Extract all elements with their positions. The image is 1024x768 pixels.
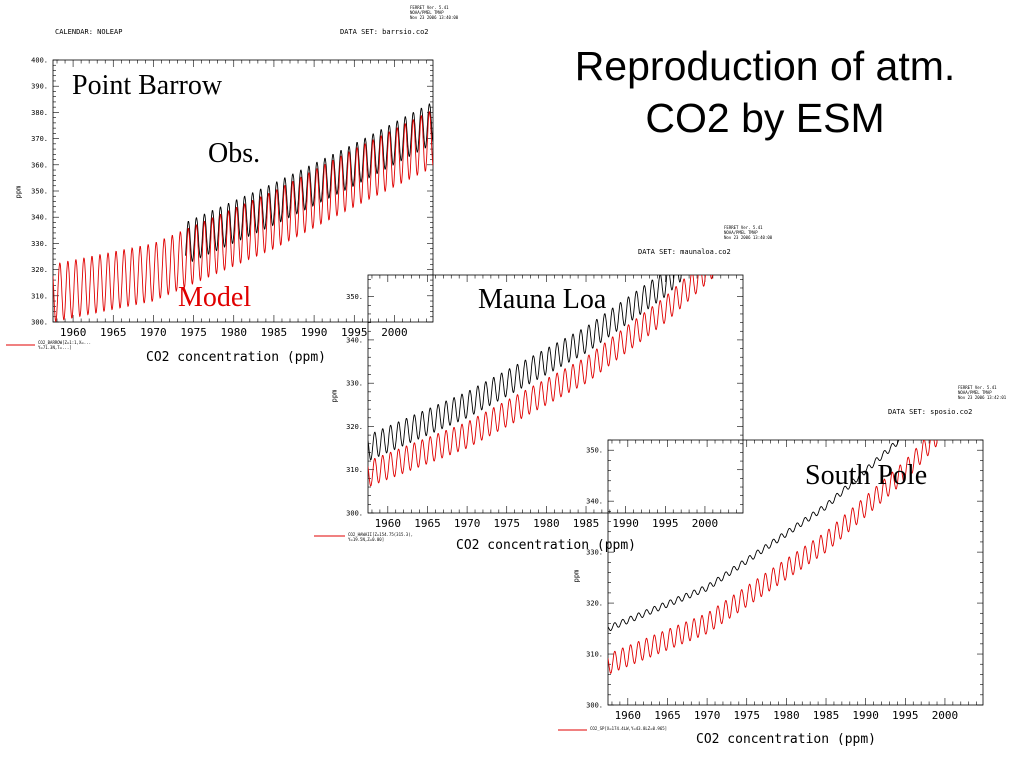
x-axis-label: CO2 concentration (ppm)	[146, 350, 327, 365]
x-tick-label: 1985	[813, 709, 840, 722]
y-tick-label: 330.	[346, 380, 363, 388]
y-tick-label: 300.	[586, 702, 603, 710]
model-series-line	[53, 111, 433, 322]
y-tick-label: 310.	[346, 466, 363, 474]
y-tick-label: 340.	[31, 214, 48, 222]
x-tick-label: 1965	[100, 326, 127, 339]
y-tick-label: 340.	[586, 498, 603, 506]
y-tick-label: 330.	[586, 549, 603, 557]
chart-panel-south-pole: FERRET Ver. 5.41 NOAA/PMEL TMAP Nov 23 200…	[550, 380, 1024, 768]
y-tick-label: 320.	[31, 266, 48, 274]
obs-series-line	[185, 103, 433, 263]
x-tick-label: 1965	[654, 709, 681, 722]
x-tick-label: 1980	[221, 326, 248, 339]
y-tick-label: 320.	[586, 600, 603, 608]
slide-title: Reproduction of atm. CO2 by ESM	[520, 40, 1010, 144]
y-tick-label: 300.	[31, 319, 48, 327]
obs-annotation: Obs.	[208, 138, 261, 169]
dataset-label: DATA SET: maunaloa.co2	[638, 248, 731, 256]
x-tick-label: 2000	[932, 709, 959, 722]
legend-text: CO2_HAWAII[Z=154.75(315.3), Y=19.5N,Z=0.0…	[348, 532, 414, 542]
x-tick-label: 1980	[533, 517, 560, 530]
y-tick-label: 400.	[31, 57, 48, 65]
x-tick-label: 1960	[60, 326, 87, 339]
site-label: South Pole	[805, 460, 928, 491]
legend-text: CO2_BARROW[Z=1:1,X=... Y=71.3N,T=...]	[38, 340, 91, 350]
y-tick-label: 310.	[586, 651, 603, 659]
x-tick-label: 1990	[852, 709, 879, 722]
x-tick-label: 1995	[341, 326, 368, 339]
y-tick-label: 330.	[31, 240, 48, 248]
chart-panel-mauna-loa: FERRET Ver. 5.41 NOAA/PMEL TMAP Nov 23 200…	[300, 220, 780, 560]
legend-text: CO2_SP[X=174.4LW,Y=43.8LZ=0.965]	[590, 726, 668, 731]
x-tick-label: 1975	[733, 709, 760, 722]
ferret-stamp: FERRET Ver. 5.41 NOAA/PMEL TMAP Nov 23 200…	[958, 385, 1007, 400]
obs-series-line	[608, 440, 900, 631]
chart-svg-south-pole: 1960 1965 1970 1975 1980 1985 1990 1995 2000 300.…	[558, 439, 984, 731]
x-tick-label: 1985	[573, 517, 600, 530]
x-tick-label: 1975	[493, 517, 520, 530]
obs-series-line	[368, 275, 682, 461]
x-tick-label: 1985	[261, 326, 288, 339]
x-tick-label: 1975	[180, 326, 207, 339]
model-series-line	[608, 440, 938, 674]
x-tick-label: 2000	[381, 326, 408, 339]
model-annotation: Model	[178, 282, 252, 313]
x-tick-label: 2000	[692, 517, 719, 530]
calendar-label: CALENDAR: NOLEAP	[55, 28, 123, 36]
plot-frame	[367, 274, 744, 514]
chart-svg-barrow: 1960 1965 1970 1975 1980 1985 1990 1995 2000 300.…	[6, 57, 434, 346]
y-tick-label: 350.	[586, 447, 603, 455]
x-tick-label: 1970	[454, 517, 481, 530]
x-tick-label: 1990	[301, 326, 328, 339]
y-tick-label: 370.	[31, 135, 48, 143]
dataset-label: DATA SET: sposio.co2	[888, 408, 973, 416]
slide-title-line-1: Reproduction of atm.	[574, 43, 956, 89]
x-tick-label: 1980	[773, 709, 800, 722]
y-tick-label: 390.	[31, 83, 48, 91]
x-axis-label: CO2 concentration (ppm)	[456, 538, 637, 553]
y-tick-label: 380.	[31, 109, 48, 117]
dataset-label: DATA SET: barrsio.co2	[340, 28, 429, 36]
x-tick-label: 1990	[612, 517, 639, 530]
y-axis-label: ppm	[330, 389, 339, 403]
y-tick-label: 300.	[346, 510, 363, 518]
x-axis-label: CO2 concentration (ppm)	[696, 732, 877, 747]
y-axis-label: ppm	[572, 569, 581, 583]
x-tick-label: 1995	[892, 709, 919, 722]
chart-panel-barrow: FERRET Ver. 5.41 NOAA/PMEL TMAP Nov 23 200…	[0, 0, 470, 380]
y-tick-label: 340.	[346, 336, 363, 344]
chart-svg-mauna-loa: 1960 1965 1970 1975 1980 1985 1990 1995 2000 300.…	[314, 274, 744, 537]
x-tick-label: 1995	[652, 517, 679, 530]
y-tick-label: 310.	[31, 292, 48, 300]
x-tick-label: 1960	[615, 709, 642, 722]
y-tick-label: 350.	[31, 188, 48, 196]
ferret-stamp: FERRET Ver. 5.41 NOAA/PMEL TMAP Nov 23 200…	[724, 225, 773, 240]
y-tick-label: 360.	[31, 161, 48, 169]
x-tick-label: 1965	[414, 517, 441, 530]
y-axis-label: ppm	[14, 185, 23, 199]
y-tick-label: 350.	[346, 293, 363, 301]
slide-title-line-2: CO2 by ESM	[645, 95, 885, 141]
ferret-stamp: FERRET Ver. 5.41 NOAA/PMEL TMAP Nov 23 200…	[410, 5, 459, 20]
model-series-line	[368, 275, 713, 487]
site-label: Mauna Loa	[478, 284, 607, 315]
y-tick-label: 320.	[346, 423, 363, 431]
x-tick-label: 1970	[140, 326, 167, 339]
x-tick-label: 1960	[375, 517, 402, 530]
x-tick-label: 1970	[694, 709, 721, 722]
site-label: Point Barrow	[72, 70, 223, 101]
